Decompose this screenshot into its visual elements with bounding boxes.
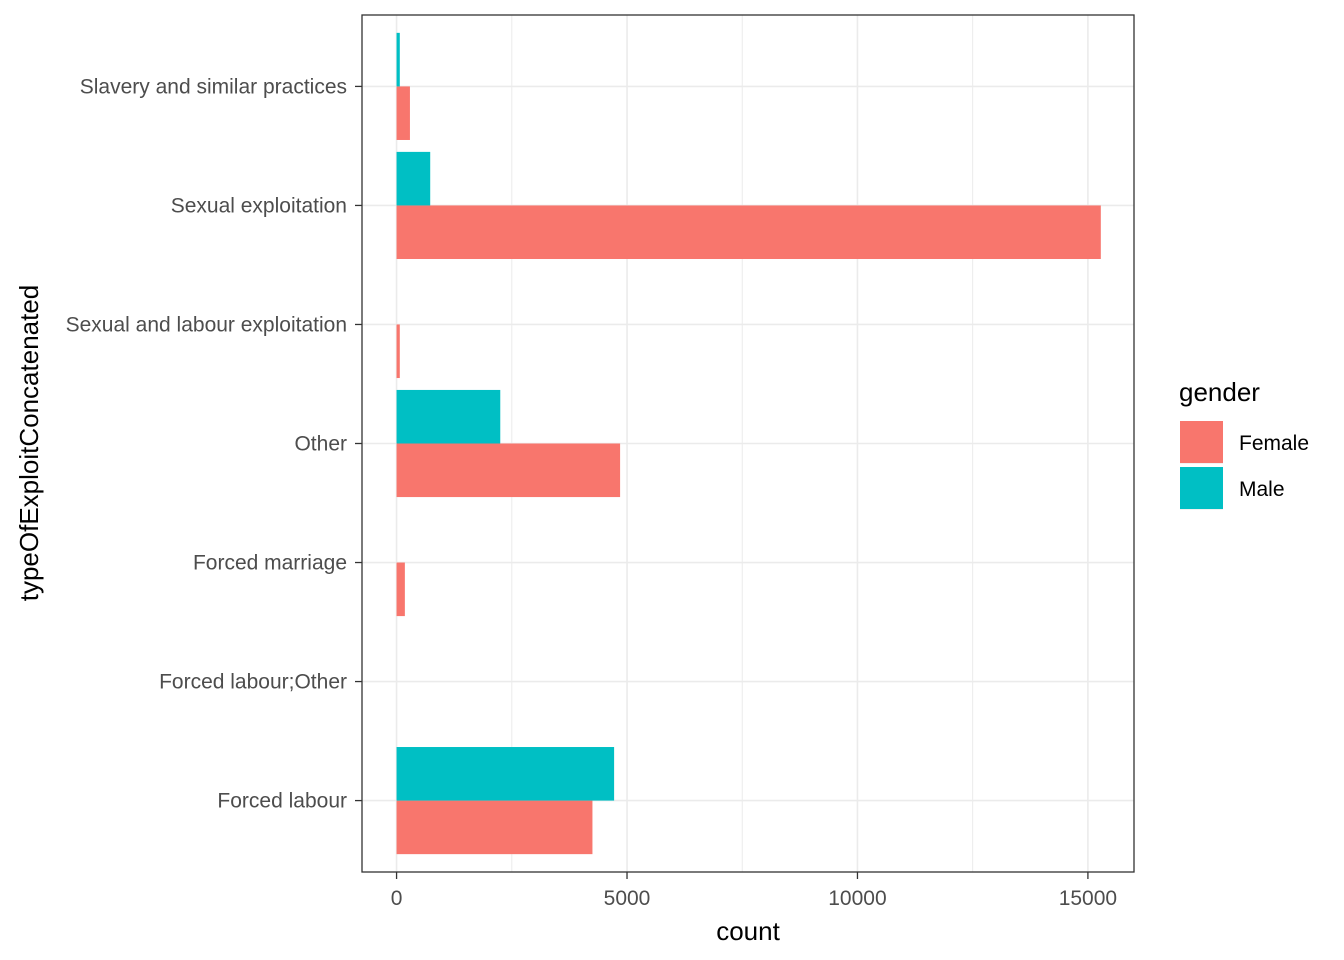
x-tick-label: 0 — [391, 887, 403, 910]
bar-male-other — [396, 389, 501, 444]
legend-title: gender — [1179, 377, 1260, 407]
bar-female-forced-marriage — [396, 562, 405, 617]
y-axis-title: typeOfExploitConcatenated — [14, 285, 44, 602]
x-tick-label: 5000 — [604, 887, 651, 910]
bar-female-other — [396, 443, 621, 498]
legend: gender Female Male — [1179, 377, 1309, 510]
y-tick-label: Slavery and similar practices — [80, 75, 347, 98]
bar-female-sexual-exploitation — [396, 205, 1101, 260]
bar-female-slavery-and-similar-practices — [396, 86, 410, 140]
bar-male-forced-labour — [396, 747, 615, 801]
legend-label-female: Female — [1239, 432, 1309, 455]
bar-male-sexual-exploitation — [396, 151, 431, 206]
y-tick-label: Forced labour — [217, 790, 347, 813]
bar-female-sexual-and-labour-exploitation — [396, 324, 400, 379]
bar-female-forced-labour — [396, 800, 593, 855]
legend-swatch-male — [1180, 467, 1223, 509]
y-axis: Forced labour Forced labour;Other Forced m… — [66, 75, 362, 813]
y-tick-label: Forced marriage — [193, 552, 347, 575]
y-tick-label: Forced labour;Other — [159, 671, 347, 694]
bar-male-slavery-and-similar-practices — [396, 32, 400, 87]
y-tick-label: Sexual exploitation — [171, 194, 347, 217]
legend-label-male: Male — [1239, 478, 1285, 501]
x-axis-title: count — [716, 916, 780, 946]
x-axis: 0 5000 10000 15000 — [391, 872, 1117, 910]
x-tick-label: 10000 — [828, 887, 886, 910]
bars — [396, 32, 1101, 855]
x-tick-label: 15000 — [1059, 887, 1117, 910]
y-tick-label: Other — [294, 433, 347, 456]
legend-swatch-female — [1180, 421, 1223, 463]
y-tick-label: Sexual and labour exploitation — [66, 313, 347, 336]
